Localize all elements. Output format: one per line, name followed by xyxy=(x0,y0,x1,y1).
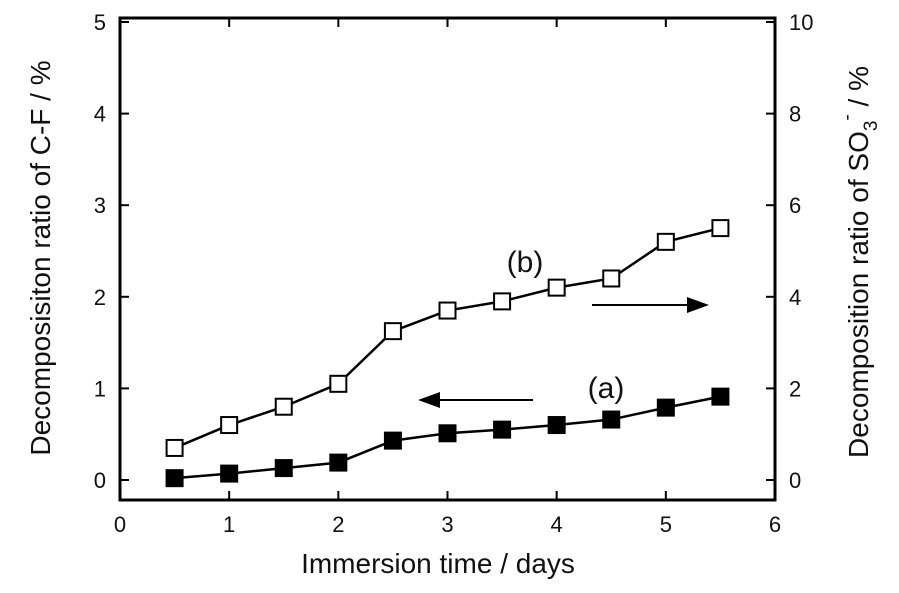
markers xyxy=(165,219,730,488)
data-point-b xyxy=(274,397,293,416)
data-point-b xyxy=(438,301,457,320)
right-y-tick-label: 10 xyxy=(789,10,813,35)
annotation-b-arrow xyxy=(592,297,709,313)
right-axis-title-sub: 3 xyxy=(861,121,882,132)
right-axis-title-tail: / % xyxy=(843,66,874,114)
data-point-b xyxy=(220,416,239,435)
left-y-tick-label: 1 xyxy=(94,376,106,401)
left-y-tick-label: 4 xyxy=(94,102,106,127)
data-point-a xyxy=(165,469,184,488)
ticks xyxy=(119,18,776,500)
right-y-tick-label: 4 xyxy=(789,285,801,310)
right-axis-title-sup: - xyxy=(837,114,858,120)
series-line-b xyxy=(174,226,721,450)
data-point-b xyxy=(711,219,730,238)
left-axis-title: Decomposisiton ratio of C-F / % xyxy=(25,60,56,455)
data-point-a xyxy=(438,424,457,443)
right-axis-title: Decomposition ratio of SO3- / % xyxy=(837,66,882,458)
data-point-a xyxy=(329,453,348,472)
data-point-b xyxy=(602,269,621,288)
x-tick-label: 0 xyxy=(114,512,126,537)
annotation-a-label: (a) xyxy=(588,372,625,405)
data-point-a xyxy=(274,459,293,478)
annotation-b-label: (b) xyxy=(507,246,544,279)
left-y-tick-label: 0 xyxy=(94,468,106,493)
data-point-a xyxy=(711,387,730,406)
left-y-tick-label: 3 xyxy=(94,193,106,218)
right-y-tick-label: 2 xyxy=(789,376,801,401)
right-y-tick-label: 8 xyxy=(789,102,801,127)
x-tick-label: 4 xyxy=(551,512,563,537)
x-tick-label: 3 xyxy=(441,512,453,537)
right-axis-title-main: Decomposition ratio of SO xyxy=(843,131,874,458)
x-tick-label: 6 xyxy=(769,512,781,537)
data-point-a xyxy=(493,420,512,439)
x-tick-label: 2 xyxy=(332,512,344,537)
data-point-b xyxy=(547,278,566,297)
x-tick-label: 1 xyxy=(223,512,235,537)
data-point-b xyxy=(493,292,512,311)
data-point-a xyxy=(602,410,621,429)
right-y-tick-label: 6 xyxy=(789,193,801,218)
data-point-a xyxy=(383,431,402,450)
annotation-a-arrow xyxy=(418,392,533,408)
data-point-b xyxy=(329,374,348,393)
data-point-b xyxy=(383,322,402,341)
left-y-tick-label: 2 xyxy=(94,285,106,310)
left-y-tick-label: 5 xyxy=(94,10,106,35)
x-axis-title: Immersion time / days xyxy=(301,548,575,579)
data-point-a xyxy=(656,398,675,417)
data-point-b xyxy=(165,438,184,457)
data-point-a xyxy=(220,464,239,483)
data-point-b xyxy=(656,232,675,251)
x-tick-label: 5 xyxy=(660,512,672,537)
data-point-a xyxy=(547,416,566,435)
right-y-tick-label: 0 xyxy=(789,468,801,493)
